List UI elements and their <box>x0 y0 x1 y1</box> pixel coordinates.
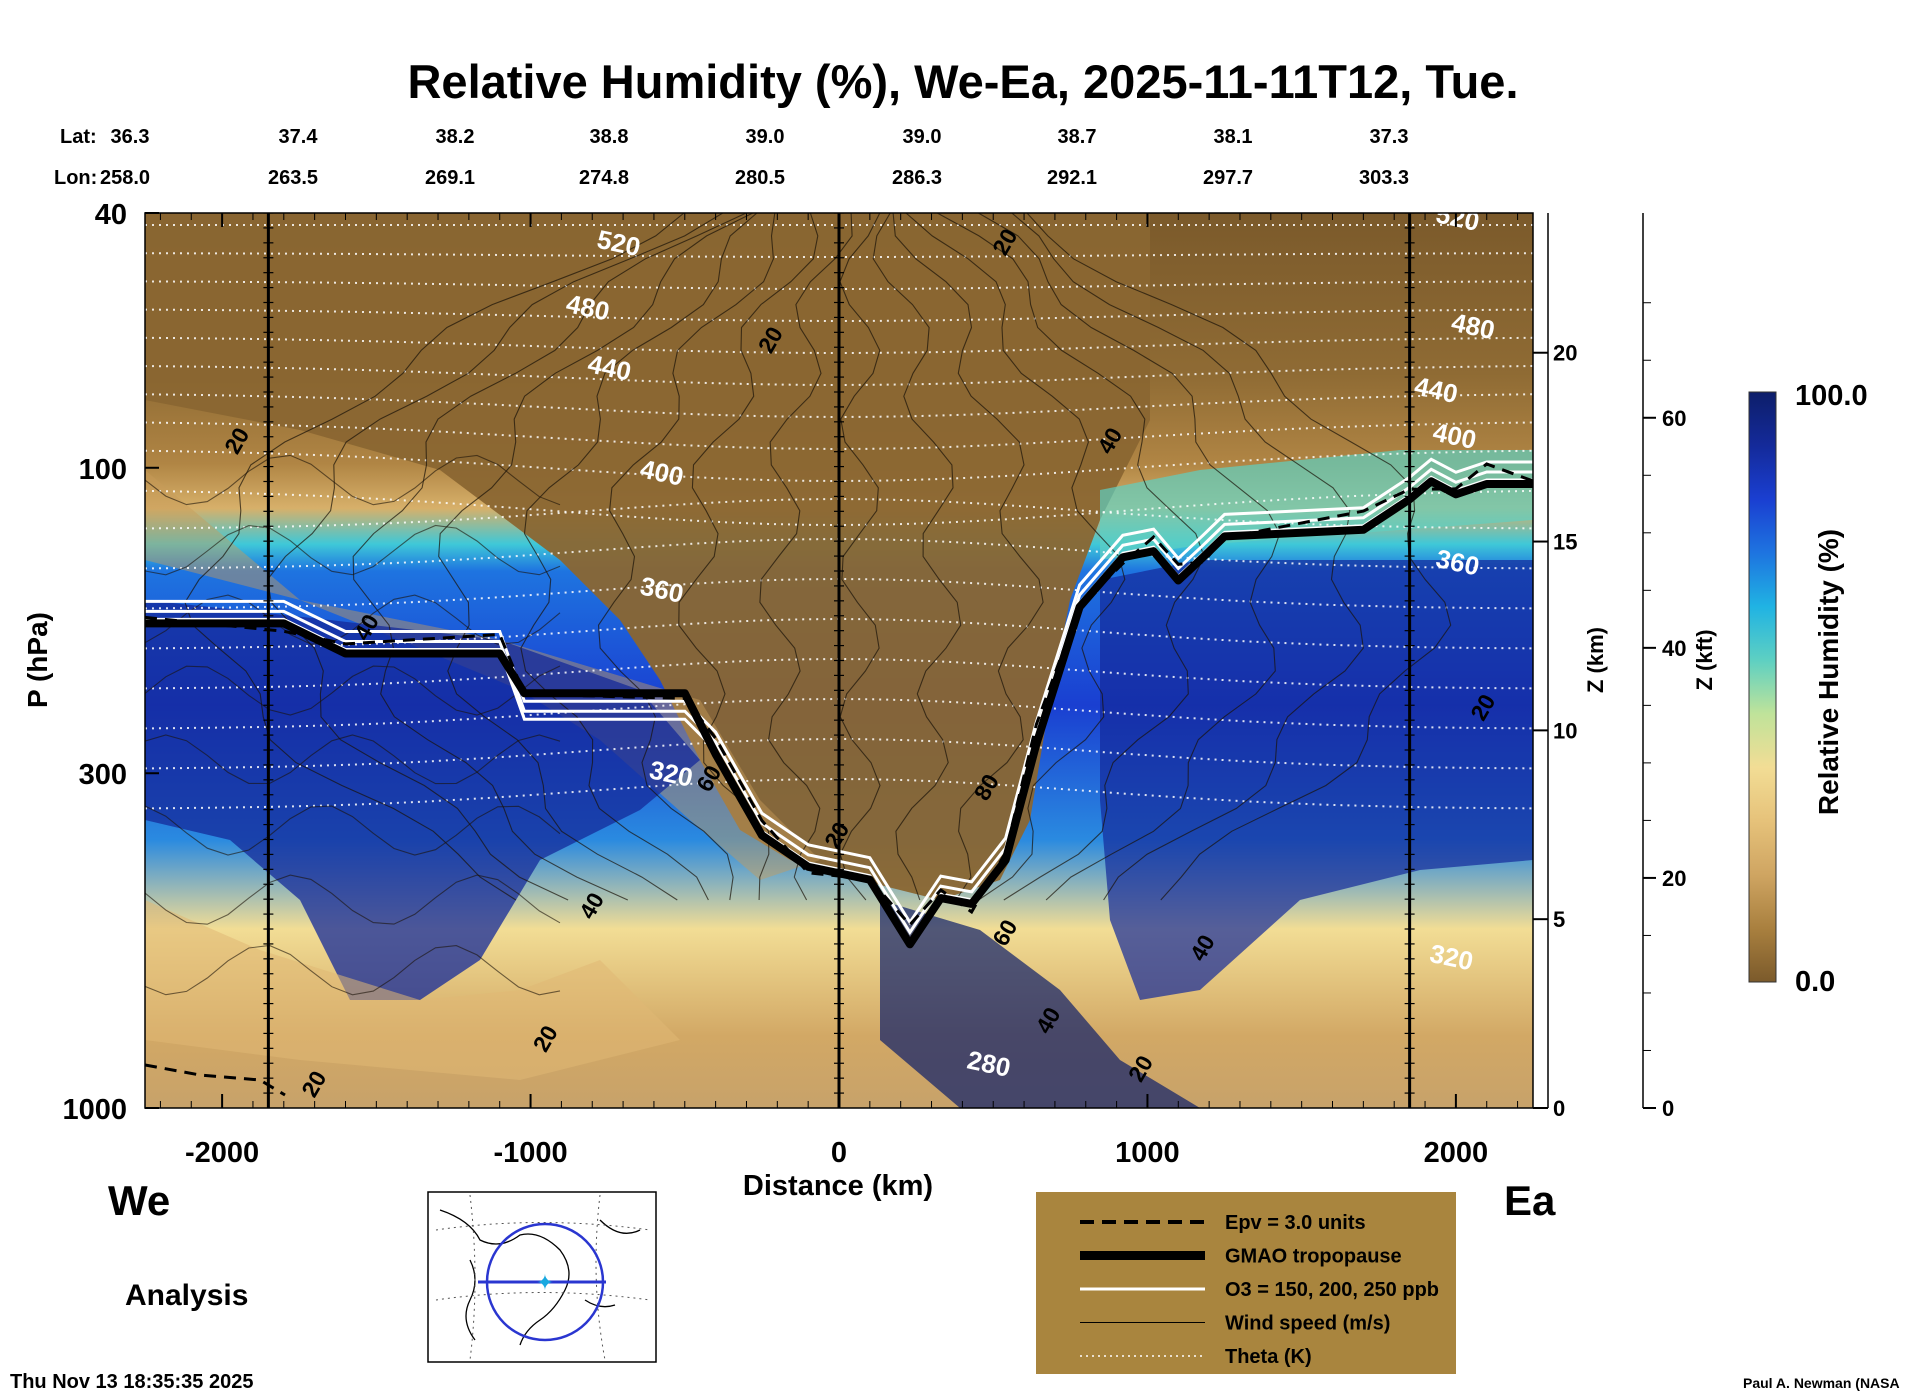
wind-speed-contour <box>267 213 724 901</box>
lat-value: 38.7 <box>1058 126 1097 148</box>
x-tick-label: 0 <box>831 1137 847 1169</box>
lat-value: 36.3 <box>111 126 150 148</box>
legend-label: Epv = 3.0 units <box>1225 1212 1366 1234</box>
y-axis-label-pressure: P (hPa) <box>22 612 53 708</box>
lat-value: 37.4 <box>279 126 319 148</box>
lon-value: 303.3 <box>1359 167 1409 189</box>
wind-speed-contour <box>1011 213 1364 901</box>
dry-wedge-region <box>145 213 1150 900</box>
wind-speed-contour <box>892 213 1044 901</box>
lat-value: 38.2 <box>436 126 475 148</box>
humid-region-lower <box>880 900 1200 1108</box>
p-tick-label: 300 <box>79 759 127 791</box>
inset-map-coastline <box>439 1209 641 1346</box>
axes: -2000 -1000 0 1000 2000 40 100 300 1000 0 5 10 15 20 0… <box>62 199 1686 1169</box>
analysis-label: Analysis <box>125 1279 248 1312</box>
lon-value: 286.3 <box>892 167 942 189</box>
zkm-tick-label: 20 <box>1553 341 1577 366</box>
zkm-tick-label: 5 <box>1553 907 1565 932</box>
humid-region-right <box>1100 560 1533 1000</box>
wind-speed-contour <box>145 665 561 716</box>
lat-value: 37.3 <box>1370 126 1409 148</box>
section-vertical-markers <box>263 213 1415 1108</box>
y-axis-label-zkm: Z (km) <box>1583 627 1608 693</box>
inset-map-center-marker: ✦ <box>536 1270 554 1295</box>
ozone-contour <box>145 457 1533 926</box>
wind-speed-contour <box>872 213 962 901</box>
credit: Paul A. Newman (NASA <box>1743 1375 1900 1391</box>
west-label: We <box>108 1177 170 1224</box>
wind-speed-contour <box>145 524 561 576</box>
wind-speed-contour <box>145 944 561 996</box>
lat-value: 38.1 <box>1214 126 1253 148</box>
x-axis-label: Distance (km) <box>743 1170 933 1202</box>
colorbar-title: Relative Humidity (%) <box>1813 529 1844 815</box>
lon-label: Lon: <box>54 167 97 189</box>
wind-speed-contour <box>759 213 853 901</box>
legend-label: Theta (K) <box>1225 1346 1312 1368</box>
wind-speed-contour <box>978 213 1281 901</box>
gmao-tropopause-line <box>145 477 1533 949</box>
lon-value: 297.7 <box>1203 167 1253 189</box>
colorbar: 100.0 0.0 Relative Humidity (%) <box>1748 380 1868 998</box>
inset-map-frame <box>427 1191 657 1363</box>
lat-value: 38.8 <box>590 126 629 148</box>
wind-speed-contour <box>352 213 747 901</box>
lat-label: Lat: <box>60 126 97 148</box>
chart-title: Relative Humidity (%), We-Ea, 2025-11-11… <box>407 55 1518 108</box>
zkm-tick-label: 15 <box>1553 530 1577 555</box>
lat-lon-header: Lat: Lon: 36.3 37.4 38.2 38.8 39.0 39.0 38.7 38… <box>54 126 1409 189</box>
zkm-tick-label: 10 <box>1553 718 1577 743</box>
lat-value: 39.0 <box>903 126 942 148</box>
colorbar-max-label: 100.0 <box>1795 380 1868 412</box>
lon-value: 292.1 <box>1047 167 1097 189</box>
zkft-tick-label: 40 <box>1662 636 1686 661</box>
y-axis-label-zkft: Z (kft) <box>1692 629 1717 690</box>
inset-map: ✦ <box>427 1191 657 1363</box>
zkft-tick-label: 60 <box>1662 406 1686 431</box>
p-tick-label: 100 <box>79 454 127 486</box>
wind-speed-contour <box>597 213 776 901</box>
east-label: Ea <box>1504 1177 1556 1224</box>
wind-speed-contour <box>438 213 754 901</box>
wind-speed-contour <box>145 805 561 856</box>
lon-value: 269.1 <box>425 167 475 189</box>
legend-label: Wind speed (m/s) <box>1225 1313 1390 1335</box>
wind-speed-contour <box>145 454 561 506</box>
legend-label: GMAO tropopause <box>1225 1246 1402 1268</box>
wind-speed-contour <box>184 213 685 901</box>
lon-value: 263.5 <box>268 167 318 189</box>
x-tick-label: 2000 <box>1424 1137 1489 1169</box>
x-tick-label: -2000 <box>185 1137 259 1169</box>
zkm-tick-label: 0 <box>1553 1096 1565 1121</box>
colorbar-min-label: 0.0 <box>1795 966 1835 998</box>
x-tick-label: -1000 <box>493 1137 567 1169</box>
lon-value: 274.8 <box>579 167 629 189</box>
lon-value: 280.5 <box>735 167 785 189</box>
colorbar-gradient <box>1748 391 1777 983</box>
legend: Epv = 3.0 units GMAO tropopause O3 = 150, … <box>1036 1192 1456 1374</box>
p-tick-label: 40 <box>95 199 127 231</box>
timestamp: Thu Nov 13 18:35:35 2025 <box>10 1371 253 1393</box>
p-tick-label: 1000 <box>62 1094 127 1126</box>
surface-dry-band <box>145 900 680 1080</box>
lat-lon-values: 36.3 37.4 38.2 38.8 39.0 39.0 38.7 38.1 37.3 258.… <box>100 126 1409 189</box>
wind-speed-contour <box>678 213 819 901</box>
epv-contour <box>145 1063 286 1097</box>
x-tick-label: 1000 <box>1115 1137 1180 1169</box>
wind-speed-contour <box>145 734 561 785</box>
plot-area: 520480440400360320280320360400440480520 … <box>145 213 1533 1108</box>
wind-speed-contour <box>145 874 561 925</box>
lat-value: 39.0 <box>746 126 785 148</box>
zkft-tick-label: 20 <box>1662 866 1686 891</box>
zkft-tick-label: 0 <box>1662 1096 1674 1121</box>
legend-label: O3 = 150, 200, 250 ppb <box>1225 1279 1439 1301</box>
moist-upper-strip <box>1100 450 1533 560</box>
wind-speed-contour <box>520 213 758 901</box>
lon-value: 258.0 <box>100 167 150 189</box>
